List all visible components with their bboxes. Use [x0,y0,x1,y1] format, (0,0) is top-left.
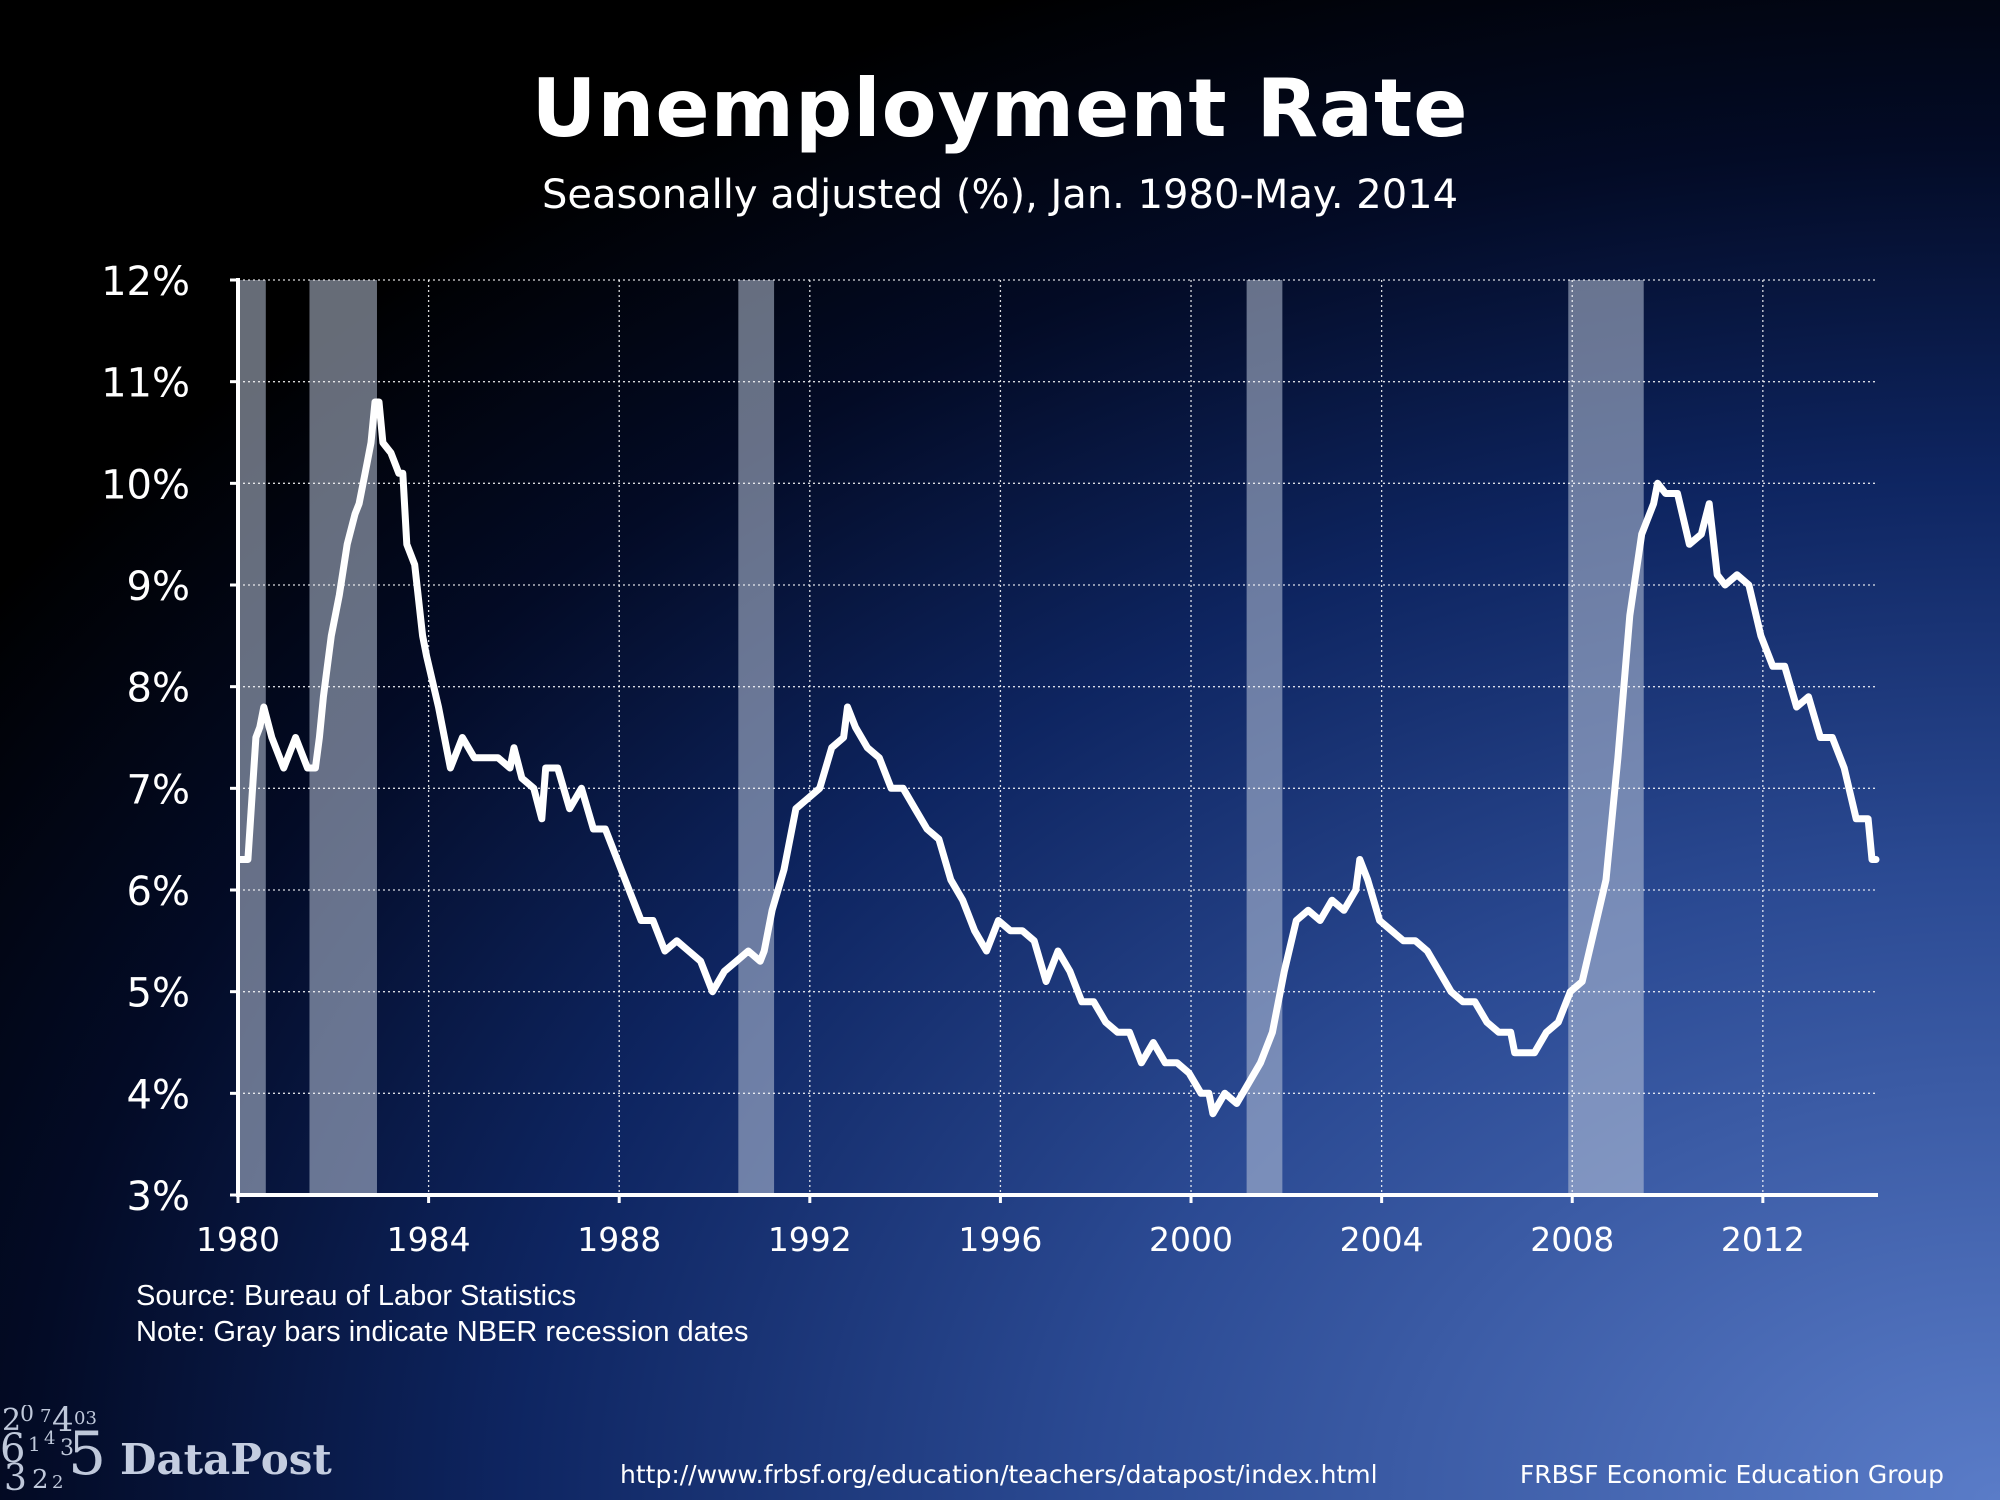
series [236,398,1880,1118]
logo-digit: 0 [20,1405,34,1427]
y-tick-label: 4% [127,1072,190,1118]
recession-bar-1 [238,280,266,1195]
chart-subtitle: Seasonally adjusted (%), Jan. 1980-May. … [541,172,1459,218]
source-note: Source: Bureau of Labor Statistics [136,1280,577,1312]
logo-digit: 2 [52,1472,64,1493]
x-tick-label: 2000 [1149,1220,1233,1259]
x-tick-label: 1992 [768,1220,852,1259]
recession-bar-4 [1246,280,1283,1195]
y-tick-label: 6% [127,869,190,915]
logo-text: DataPost [120,1435,332,1484]
logo-digit: 1 [28,1432,41,1456]
y-tick-label: 8% [127,666,190,712]
logo-digit: 4 [44,1428,56,1449]
recession-bars [238,280,1644,1195]
recession-bar-3 [738,280,775,1195]
logo-digit: 3 [4,1458,27,1499]
y-tick-label: 10% [101,462,190,508]
recession-bar-5 [1568,280,1644,1195]
y-tick-label: 3% [127,1174,190,1220]
logo-digit: 7 [40,1406,52,1427]
x-tick-label: 1984 [387,1220,471,1259]
x-tick-label: 1988 [577,1220,661,1259]
logo-digits-graphic: 2 0 7 4 03 6 1 4 3 5 3 2 2 [0,1405,104,1500]
footer-url[interactable]: http://www.frbsf.org/education/teachers/… [620,1460,1378,1489]
x-tick-label: 1980 [196,1220,280,1259]
x-tick-label: 2012 [1721,1220,1805,1259]
footer-org: FRBSF Economic Education Group [1519,1460,1944,1489]
y-tick-label: 11% [101,361,190,407]
y-tick-label: 9% [127,564,190,610]
datapost-logo: 2 0 7 4 03 6 1 4 3 5 3 2 2 DataPost [0,1405,332,1500]
logo-digit: 4 [52,1405,74,1440]
y-tick-label: 12% [101,259,190,305]
x-tick-label: 2004 [1340,1220,1424,1259]
logo-digit: 03 [74,1408,97,1429]
logo-digit: 2 [32,1465,49,1495]
recession-note: Note: Gray bars indicate NBER recession … [136,1316,749,1348]
y-tick-label: 5% [127,971,190,1017]
series-line-1 [236,398,1880,1118]
logo-digit: 5 [68,1419,104,1489]
logo-digit: 3 [60,1436,74,1461]
x-tick-label: 2008 [1530,1220,1614,1259]
logo-digit: 6 [0,1426,26,1472]
x-tick-label: 1996 [958,1220,1042,1259]
chart-title: Unemployment Rate [531,62,1469,155]
logo-digit: 2 [2,1405,22,1438]
tick-labels: 3% 4% 5% 6% 7% 8% 9% 10% 11% 12% 1980 1984 1988 1992 1… [101,259,1805,1259]
y-tick-label: 7% [127,767,190,813]
chart-notes: Source: Bureau of Labor Statistics Note:… [136,1278,749,1350]
axes [230,278,1878,1203]
